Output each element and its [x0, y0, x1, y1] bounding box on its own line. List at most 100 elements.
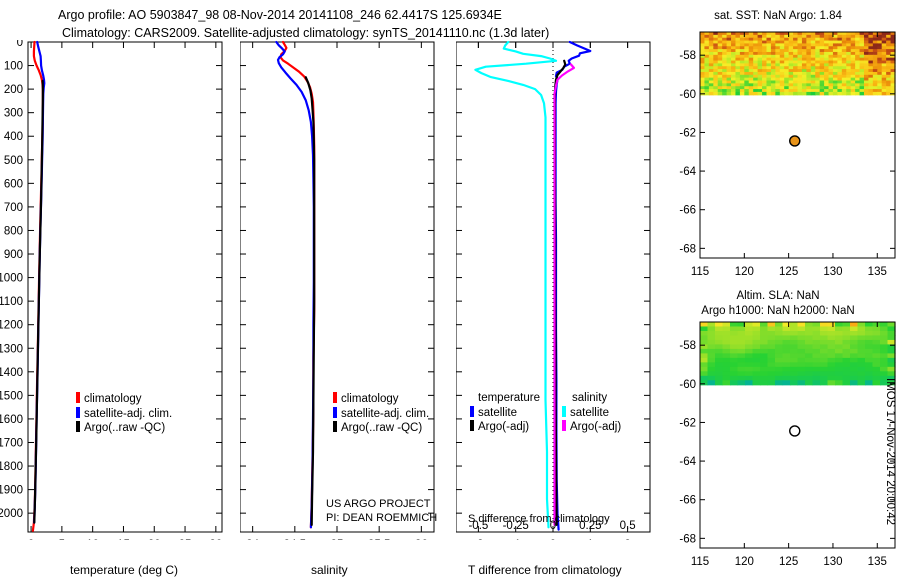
svg-text:-60: -60 — [679, 379, 696, 391]
legend-label-argo: Argo(..raw -QC) — [341, 422, 423, 434]
svg-text:15: 15 — [117, 539, 130, 540]
sla-map-title-line1: Altim. SLA: NaN — [736, 290, 820, 302]
difference-panel: -2 -1 0 1 2 -0.5 -0.25 0 0.25 0.5 — [456, 40, 656, 540]
svg-text:2: 2 — [624, 539, 630, 540]
sla-map-plot: 115 120 125 130 135 -58 -60 -62 -64 -66 -68 — [679, 321, 896, 568]
svg-text:0.5: 0.5 — [620, 520, 636, 532]
svg-text:-0.5: -0.5 — [468, 520, 488, 532]
legend-label-climatology: climatology — [84, 393, 142, 405]
svg-text:5: 5 — [59, 539, 65, 540]
svg-text:-0.25: -0.25 — [503, 520, 529, 532]
temperature-plot: 0510152025300100200300400500600700800900… — [0, 40, 223, 540]
svg-text:600: 600 — [4, 178, 23, 190]
sla-map-panel: 115 120 125 130 135 -58 -60 -62 -64 -66 -68 — [655, 318, 900, 578]
svg-text:700: 700 — [4, 202, 23, 214]
svg-text:115: 115 — [691, 266, 709, 278]
svg-text:2000: 2000 — [0, 508, 23, 520]
svg-text:34.5: 34.5 — [284, 539, 306, 540]
svg-text:1800: 1800 — [0, 461, 23, 473]
svg-text:20: 20 — [148, 539, 161, 540]
legend-swatch-climatology — [333, 392, 337, 403]
svg-text:1200: 1200 — [0, 320, 23, 332]
svg-text:-62: -62 — [679, 417, 696, 429]
svg-text:35: 35 — [331, 539, 344, 540]
svg-text:400: 400 — [4, 131, 23, 143]
legend-swatch-argo — [76, 421, 80, 432]
svg-text:-64: -64 — [679, 166, 696, 178]
legend-swatch-sal-satellite — [562, 405, 567, 417]
svg-text:800: 800 — [4, 225, 23, 237]
svg-text:900: 900 — [4, 249, 23, 261]
salinity-panel: 34 34.5 35 35.5 36 — [240, 40, 440, 540]
principal-investigator: PI: DEAN ROEMMICH — [326, 512, 438, 524]
page-title-line2: Climatology: CARS2009. Satellite-adjuste… — [62, 26, 550, 40]
legend-swatch-sal-argo — [562, 420, 567, 431]
legend-swatch-satellite — [333, 406, 337, 418]
legend-item-argo-sal: Argo(..raw -QC) — [333, 421, 429, 436]
legend-label-climatology: climatology — [341, 393, 399, 405]
sst-map-title: sat. SST: NaN Argo: 1.84 — [714, 10, 842, 22]
temperature-xlabel: temperature (deg C) — [70, 563, 179, 577]
project-name: US ARGO PROJECT — [326, 498, 431, 510]
svg-text:1300: 1300 — [0, 343, 23, 355]
svg-text:100: 100 — [4, 61, 23, 73]
legend-label-temp-satellite: satellite — [478, 406, 517, 419]
svg-text:-66: -66 — [679, 495, 696, 507]
svg-text:34: 34 — [246, 539, 259, 540]
svg-text:30: 30 — [209, 539, 222, 540]
legend-header-salinity: salinity — [572, 392, 608, 404]
legend-label-satellite: satellite-adj. clim. — [84, 407, 173, 420]
difference-xlabel-top: S difference from climatology — [468, 513, 610, 525]
svg-text:35.5: 35.5 — [368, 539, 390, 540]
svg-text:-64: -64 — [679, 456, 696, 468]
legend-swatch-satellite — [76, 406, 80, 418]
difference-xlabel: T difference from climatology — [468, 563, 622, 577]
svg-text:-1: -1 — [511, 539, 521, 540]
svg-text:300: 300 — [4, 108, 23, 120]
salinity-plot: 34 34.5 35 35.5 36 — [240, 40, 435, 540]
svg-text:-68: -68 — [679, 533, 696, 545]
svg-text:25: 25 — [179, 539, 192, 540]
svg-text:0: 0 — [550, 520, 556, 532]
imos-timestamp: IMOS 17-Nov-2014 20:00:42 — [884, 378, 896, 526]
svg-text:130: 130 — [823, 266, 842, 278]
legend-item-climatology-sal: climatology — [333, 392, 429, 407]
legend-swatch-temp-argo — [470, 420, 474, 431]
sst-map-panel: 115 120 125 130 135 -58 -60 -62 -64 -66 -68 — [655, 28, 900, 288]
legend-label-satellite: satellite-adj. clim. — [341, 407, 430, 420]
svg-text:-62: -62 — [679, 127, 696, 139]
svg-text:120: 120 — [735, 266, 754, 278]
svg-text:200: 200 — [4, 84, 23, 96]
svg-text:135: 135 — [868, 556, 887, 568]
temperature-legend: climatology satellite-adj. clim. Argo(..… — [76, 392, 172, 436]
difference-legend-salinity-col: salinity satellite Argo(-adj) — [562, 392, 621, 435]
temperature-panel: 0510152025300100200300400500600700800900… — [0, 40, 232, 540]
svg-text:1000: 1000 — [0, 273, 23, 285]
svg-text:1500: 1500 — [0, 390, 23, 402]
sla-map-title-line2: Argo h1000: NaN h2000: NaN — [701, 305, 855, 317]
svg-text:120: 120 — [735, 556, 754, 568]
svg-text:-60: -60 — [679, 89, 696, 101]
svg-text:0: 0 — [17, 40, 23, 49]
svg-text:-58: -58 — [679, 50, 696, 62]
legend-item-argo: Argo(..raw -QC) — [76, 421, 172, 436]
svg-text:0: 0 — [28, 539, 34, 540]
salinity-xlabel: salinity — [311, 563, 348, 577]
svg-text:1600: 1600 — [0, 414, 23, 426]
svg-text:1400: 1400 — [0, 367, 23, 379]
svg-text:-66: -66 — [679, 205, 696, 217]
svg-text:10: 10 — [86, 539, 99, 540]
svg-text:1700: 1700 — [0, 437, 23, 449]
sst-map-plot: 115 120 125 130 135 -58 -60 -62 -64 -66 -68 — [679, 31, 896, 278]
salinity-legend: climatology satellite-adj. clim. Argo(..… — [333, 392, 429, 436]
page-title-line1: Argo profile: AO 5903847_98 08-Nov-2014 … — [58, 8, 502, 22]
svg-text:125: 125 — [779, 556, 798, 568]
legend-item-satellite-sal: satellite-adj. clim. — [333, 406, 430, 422]
legend-swatch-temp-satellite — [470, 405, 474, 417]
svg-text:0.25: 0.25 — [579, 520, 601, 532]
legend-item-temp-argo: Argo(-adj) — [470, 420, 540, 435]
legend-item-sal-satellite: satellite — [562, 405, 621, 421]
difference-legend-temperature-col: temperature satellite Argo(-adj) — [470, 392, 540, 435]
legend-item-sal-argo: Argo(-adj) — [562, 420, 621, 435]
legend-item-climatology: climatology — [76, 392, 172, 407]
